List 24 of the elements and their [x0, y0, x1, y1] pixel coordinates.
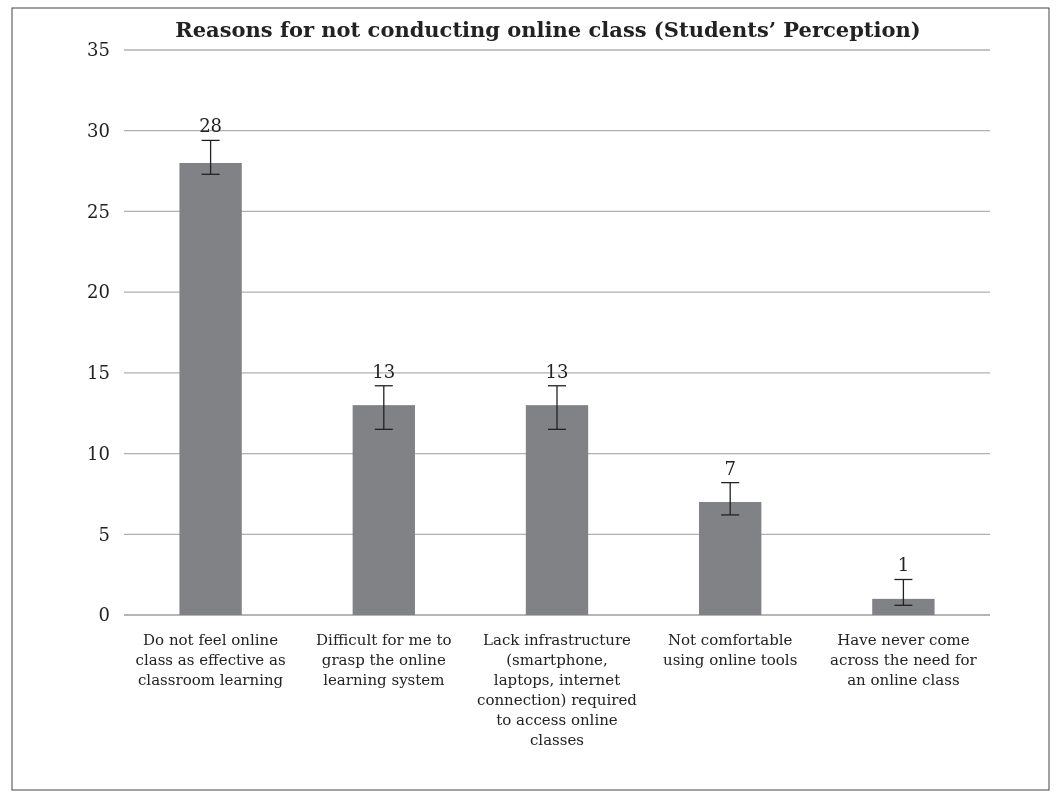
y-tick-label: 25	[87, 200, 110, 222]
y-tick-label: 10	[87, 442, 110, 464]
chart-title: Reasons for not conducting online class (Students’ Perception)	[175, 17, 921, 42]
bar	[352, 405, 415, 615]
y-tick-label: 15	[87, 362, 110, 384]
y-tick-label: 20	[87, 281, 110, 303]
data-label: 7	[724, 457, 736, 479]
bar	[872, 598, 935, 615]
y-tick-label: 30	[87, 119, 110, 141]
data-label: 13	[372, 360, 396, 382]
x-tick-label: Have never come across the need for an online class	[830, 631, 978, 689]
bar	[699, 502, 762, 615]
y-tick-label: 0	[98, 604, 110, 626]
bar	[179, 163, 242, 615]
y-tick-label: 5	[98, 523, 110, 545]
bar	[525, 405, 589, 615]
x-tick-label: Lack infrastructure (smartphone, laptops, internet connection) required to access online classes	[477, 631, 638, 749]
x-tick-label: Difficult for me to grasp the online learning system	[316, 631, 452, 689]
x-tick-label: Do not feel online class as effective as classroom learning	[135, 631, 286, 689]
data-label: 13	[545, 360, 569, 382]
data-label: 28	[199, 115, 223, 137]
data-label: 1	[897, 554, 910, 576]
x-tick-label: Not comfortable using online tools	[663, 631, 798, 669]
y-tick-label: 35	[87, 39, 110, 61]
